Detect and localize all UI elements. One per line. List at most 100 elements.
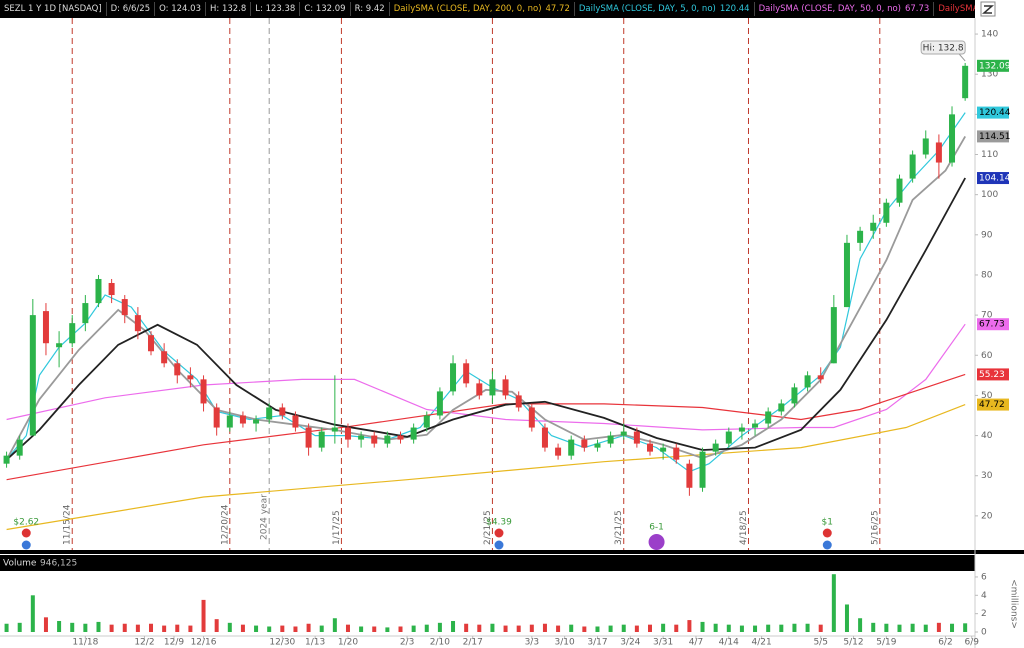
price-badge <box>977 398 1009 411</box>
candle-body <box>752 423 759 428</box>
y-tick-label: 140 <box>981 30 998 40</box>
x-tick-label: 1/20 <box>338 638 358 648</box>
y-tick-label: 50 <box>981 391 993 401</box>
price-badge-label: 132.09 <box>979 61 1011 71</box>
legend-entry: DailySMA (CLOSE, DAY,...55.23 <box>934 2 975 16</box>
candle-body <box>187 375 194 380</box>
volume-bar <box>503 625 508 632</box>
candle-body <box>791 387 798 404</box>
candle-body <box>148 335 155 352</box>
volume-bar <box>595 626 600 632</box>
candle-body <box>384 435 391 444</box>
volume-bar <box>805 623 810 632</box>
candle-body <box>883 202 890 223</box>
dividend-label: $4.39 <box>486 518 512 528</box>
candle-body <box>555 447 562 456</box>
price-badge-label: 55.23 <box>979 370 1005 380</box>
volume-bar <box>700 621 705 632</box>
legend-name: DailySMA (CLOSE, DAY,... <box>938 4 975 14</box>
x-tick-label: 12/2 <box>134 638 154 648</box>
y-tick-label: 2 <box>981 609 987 619</box>
x-tick-label: 5/19 <box>876 638 896 648</box>
volume-bar <box>319 625 324 632</box>
y-tick-label: 4 <box>981 591 987 601</box>
earnings-icon <box>822 540 832 550</box>
legend-name: DailySMA (CLOSE, DAY, 50, 0, no) <box>758 4 901 14</box>
candle-body <box>161 351 168 364</box>
volume-bar <box>648 624 652 632</box>
candle-body <box>200 379 207 404</box>
volume-header <box>0 555 975 571</box>
candle-body <box>778 403 785 412</box>
volume-bar <box>556 625 561 632</box>
candle-body <box>541 427 548 448</box>
x-tick-label: 3/31 <box>653 638 673 648</box>
hi-box <box>920 40 966 55</box>
legend-entry: DailySMA (CLOSE, DAY, 50, 0, no) 67.73 <box>755 2 935 16</box>
event-label: 4/18/25 <box>739 510 749 545</box>
volume-bar <box>175 624 180 632</box>
candle-body <box>673 447 680 460</box>
price-badge <box>977 172 1009 185</box>
y-tick-label: 60 <box>981 351 993 361</box>
hi-pointer <box>958 53 966 62</box>
volume-bar <box>516 625 521 632</box>
volume-bar <box>96 621 101 632</box>
candle-body <box>489 379 496 396</box>
x-tick-label: 2/17 <box>463 638 483 648</box>
legend-value: 120.44 <box>719 4 750 14</box>
volume-bar <box>713 623 718 632</box>
volume-bar <box>726 624 731 632</box>
candle-body <box>436 391 443 416</box>
volume-bar <box>214 619 219 632</box>
x-tick-label: 12/9 <box>164 638 184 648</box>
x-tick-label: 12/16 <box>191 638 217 648</box>
candle-body <box>82 303 89 324</box>
split-label: 6-1 <box>649 523 664 533</box>
volume-bar <box>621 624 626 632</box>
event-label: 12/20/24 <box>220 504 230 545</box>
candle-body <box>857 230 864 243</box>
candle-body <box>817 375 824 380</box>
x-tick-label: 2/3 <box>400 638 414 648</box>
volume-bar <box>674 624 679 632</box>
sma-line <box>6 404 966 531</box>
volume-bar <box>424 624 429 632</box>
candle-body <box>463 363 470 384</box>
volume-bar <box>818 624 823 632</box>
volume-bar <box>936 622 941 632</box>
candle-body <box>686 463 693 488</box>
settings-icon[interactable] <box>980 1 996 17</box>
header-open: O: 124.03 <box>155 2 206 16</box>
volume-bar <box>332 618 337 632</box>
volume-bar <box>43 617 48 632</box>
candle-body <box>647 443 653 452</box>
panel-separator <box>0 550 1024 554</box>
volume-bar <box>831 574 836 632</box>
candle-body <box>935 142 942 163</box>
volume-bar <box>844 604 849 632</box>
price-badge <box>977 318 1009 331</box>
candle-body <box>830 307 837 364</box>
x-tick-label: 6/2 <box>938 638 952 648</box>
volume-bar <box>582 626 587 632</box>
volume-bar <box>345 624 350 632</box>
volume-bar <box>884 623 889 632</box>
hi-label: Hi: 132.8 <box>923 44 964 54</box>
volume-bar <box>293 626 298 632</box>
volume-bar <box>739 625 744 632</box>
price-badge-label: 120.44 <box>979 108 1011 118</box>
x-tick-label: 3/24 <box>620 638 640 648</box>
candle-body <box>29 315 36 436</box>
volume-bar <box>372 626 377 632</box>
sma-line <box>6 373 966 481</box>
candle-body <box>712 443 719 452</box>
header-low: L: 123.38 <box>251 2 301 16</box>
legend-value: 67.73 <box>904 4 930 14</box>
candle-body <box>949 114 956 163</box>
volume-bar <box>910 623 915 632</box>
header-bar: SEZL 1 Y 1D [NASDAQ] D: 6/6/25 O: 124.03 H:… <box>0 0 975 18</box>
volume-bar <box>135 624 140 632</box>
volume-bar <box>437 622 442 632</box>
